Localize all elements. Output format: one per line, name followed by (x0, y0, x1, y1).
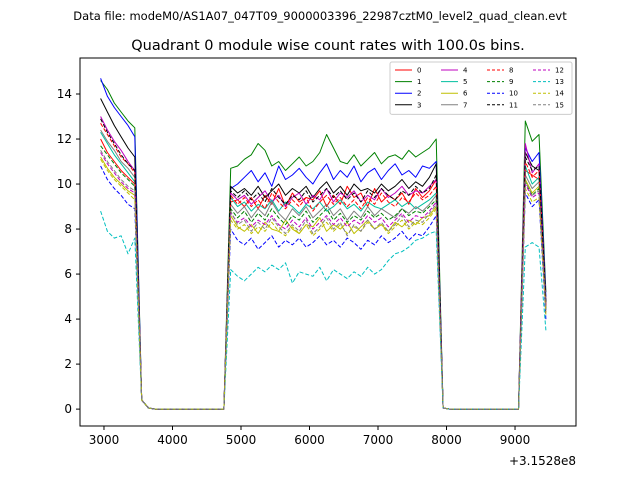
series-line-12 (100, 152, 547, 410)
figure-suptitle: Data file: modeM0/AS1A07_047T09_90000033… (73, 9, 567, 23)
x-tick-label: 5000 (226, 433, 257, 447)
legend-label-2: 2 (417, 90, 421, 98)
x-tick-label: 3000 (89, 433, 120, 447)
y-tick-label: 14 (57, 87, 72, 101)
legend-label-7: 7 (463, 101, 467, 109)
legend-label-4: 4 (463, 67, 468, 75)
legend-label-10: 10 (509, 90, 518, 98)
legend-label-5: 5 (463, 78, 467, 86)
x-tick-label: 4000 (157, 433, 188, 447)
legend-label-15: 15 (555, 101, 564, 109)
x-tick-label: 8000 (431, 433, 462, 447)
legend-label-13: 13 (555, 78, 564, 86)
legend-label-3: 3 (417, 101, 421, 109)
x-tick-label: 6000 (294, 433, 325, 447)
series-layer (100, 78, 547, 410)
y-tick-label: 0 (64, 402, 72, 416)
y-tick-label: 8 (64, 222, 72, 236)
y-tick-label: 10 (57, 177, 72, 191)
y-tick-label: 6 (64, 267, 72, 281)
y-tick-label: 4 (64, 312, 72, 326)
legend-label-6: 6 (463, 90, 468, 98)
chart-title: Quadrant 0 module wise count rates with … (131, 38, 525, 54)
x-tick-label: 9000 (500, 433, 531, 447)
legend-label-1: 1 (417, 78, 421, 86)
legend-label-12: 12 (555, 67, 564, 75)
legend-label-11: 11 (509, 101, 518, 109)
y-tick-label: 12 (57, 132, 72, 146)
x-tick-label: 7000 (363, 433, 394, 447)
x-axis-offset-label: +3.1528e8 (509, 454, 576, 468)
legend-label-14: 14 (555, 90, 564, 98)
legend-box (389, 61, 573, 115)
legend-label-8: 8 (509, 67, 513, 75)
legend-label-0: 0 (417, 67, 421, 75)
legend-label-9: 9 (509, 78, 513, 86)
x-axis: 3000 4000 5000 6000 7000 8000 9000 (89, 426, 531, 447)
plot-frame (79, 57, 577, 427)
y-axis: 0 2 4 6 8 10 12 14 (57, 87, 80, 416)
series-line-13 (100, 210, 547, 410)
y-tick-label: 2 (64, 357, 72, 371)
series-line-15 (100, 150, 547, 410)
series-line-9 (100, 145, 547, 410)
